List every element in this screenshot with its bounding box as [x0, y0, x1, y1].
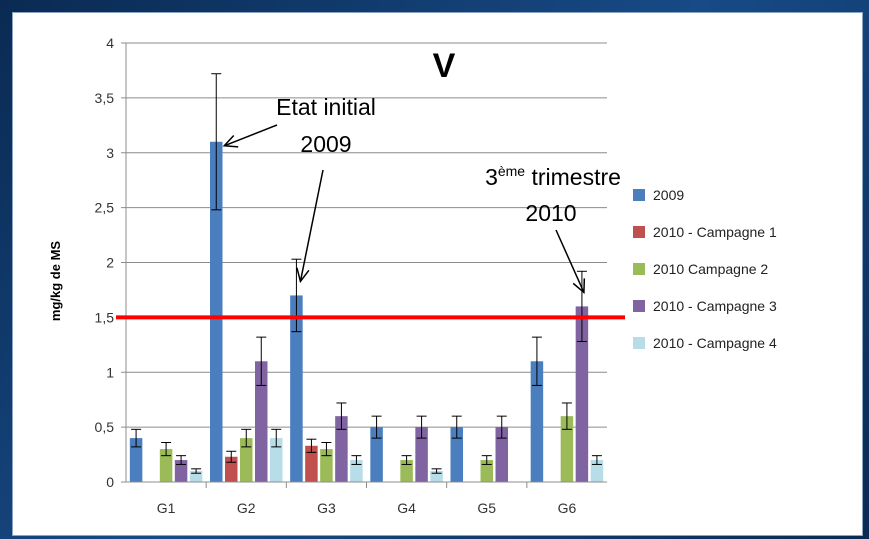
legend-swatch — [633, 263, 645, 275]
chart-panel: 0 0,5 1 1,5 2 2,5 3 3,5 4 G1 G2 G3 G4 G5 G6 V mg/kg de… — [12, 12, 863, 536]
bar — [560, 416, 574, 482]
bar — [400, 460, 413, 482]
y-tick-label: 3 — [106, 145, 114, 161]
legend-label: 2010 Campagne 2 — [653, 261, 768, 277]
bar — [270, 438, 283, 482]
legend-swatch — [633, 337, 645, 349]
y-tick-label: 0 — [106, 474, 114, 490]
bar — [159, 449, 173, 482]
annotation-arrow — [299, 169, 324, 282]
y-tick-label: 0,5 — [95, 419, 115, 435]
bar — [590, 460, 604, 482]
bar — [575, 306, 589, 482]
bar — [350, 460, 363, 482]
x-tick-label: G5 — [477, 500, 496, 516]
annotation-text: 2010 — [525, 200, 576, 226]
legend: 2009 2010 - Campagne 1 2010 Campagne 2 2010… — [633, 187, 777, 351]
bar — [530, 361, 544, 482]
legend-swatch — [633, 226, 645, 238]
bar — [210, 141, 223, 482]
annotation-text: Etat initial — [276, 94, 376, 120]
bar — [174, 460, 188, 482]
y-tick-label: 1 — [106, 364, 114, 380]
bar — [305, 445, 318, 482]
legend-label: 2010 - Campagne 3 — [653, 298, 777, 314]
axis-layer: 0 0,5 1 1,5 2 2,5 3 3,5 4 G1 G2 G3 G4 G5 G6 — [95, 35, 607, 516]
bar — [225, 456, 238, 482]
y-tick-label: 1,5 — [95, 309, 115, 325]
annotation-text: 3ème trimestre — [485, 163, 621, 190]
legend-label: 2010 - Campagne 4 — [653, 335, 777, 351]
bar — [480, 460, 493, 482]
annotation-layer: Etat initial 2009 3ème trimestre 2010 — [222, 94, 621, 294]
legend-swatch — [633, 189, 645, 201]
bar — [320, 449, 333, 482]
y-tick-label: 4 — [106, 35, 114, 51]
annotation-text: 2009 — [300, 131, 351, 157]
bar — [370, 427, 383, 482]
annotation-arrow-head — [572, 278, 586, 294]
y-tick-label: 2 — [106, 255, 114, 271]
x-tick-label: G3 — [317, 500, 336, 516]
bar — [129, 438, 143, 482]
annotation-arrow — [555, 229, 585, 293]
x-tick-label: G4 — [397, 500, 416, 516]
annotation-arrow-head — [222, 134, 239, 148]
x-tick-label: G6 — [558, 500, 577, 516]
bar — [189, 471, 203, 482]
bar — [290, 295, 303, 482]
legend-swatch — [633, 300, 645, 312]
bar — [335, 416, 348, 482]
annotation-arrow — [223, 124, 278, 147]
bars-layer — [129, 73, 604, 482]
bar — [495, 427, 508, 482]
x-tick-label: G1 — [157, 500, 176, 516]
chart-title: V — [433, 47, 456, 85]
bar — [430, 471, 443, 482]
y-tick-label: 2,5 — [95, 200, 115, 216]
bar-chart: 0 0,5 1 1,5 2 2,5 3 3,5 4 G1 G2 G3 G4 G5 G6 V mg/kg de… — [48, 35, 777, 516]
annotation-arrow-head — [296, 267, 310, 284]
y-tick-label: 3,5 — [95, 90, 115, 106]
legend-label: 2009 — [653, 187, 684, 203]
bar — [255, 361, 268, 482]
bar — [450, 427, 463, 482]
bar — [415, 427, 428, 482]
x-tick-label: G2 — [237, 500, 256, 516]
legend-label: 2010 - Campagne 1 — [653, 224, 777, 240]
y-axis-label: mg/kg de MS — [48, 241, 63, 322]
bar — [240, 438, 253, 482]
